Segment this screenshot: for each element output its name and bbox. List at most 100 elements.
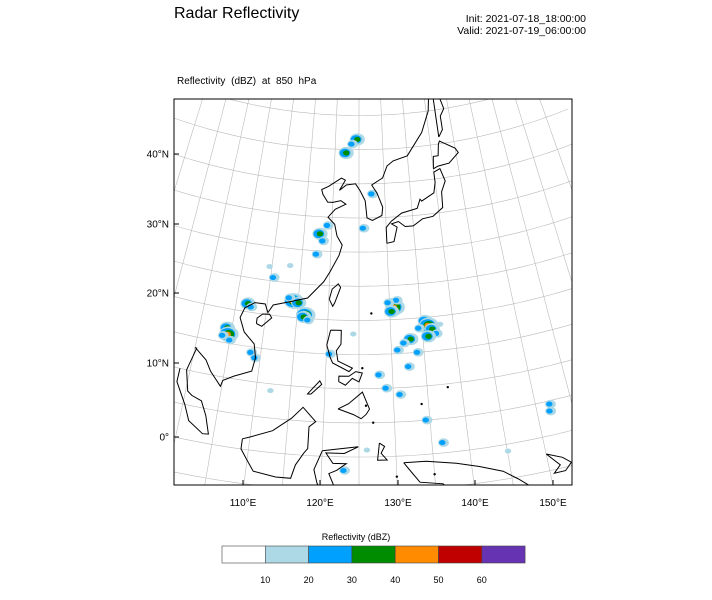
- coastline: [326, 329, 354, 373]
- axis-ticks: 40°N 30°N 20°N 10°N 0° 110°E 120°E 130°E 140°E 15…: [147, 150, 567, 510]
- colorbar-label: 10: [260, 575, 270, 585]
- valid-time: Valid: 2021-07-19_06:00:00: [457, 25, 586, 37]
- longitude-line: [174, 99, 250, 446]
- echo-cell: [375, 372, 382, 378]
- longitude-line: [539, 99, 572, 191]
- coastline: [306, 380, 323, 395]
- echo-cell: [295, 300, 302, 306]
- colorbar-label: 20: [304, 575, 314, 585]
- colorbar-label: 60: [477, 575, 487, 585]
- longitude-line: [174, 99, 203, 193]
- colorbar-label: 30: [347, 575, 357, 585]
- echo-cell: [436, 321, 444, 327]
- echo-cell: [266, 264, 273, 270]
- echo-cell: [319, 238, 326, 244]
- longitude-line: [402, 99, 436, 485]
- longitude-line: [491, 99, 572, 406]
- colorbar-swatch: [481, 545, 526, 564]
- lon-label: 140°E: [461, 498, 489, 509]
- echo-cell: [388, 308, 395, 315]
- lon-label: 150°E: [539, 498, 567, 509]
- map-frame: [173, 98, 573, 486]
- echo-cell: [316, 231, 324, 237]
- colorbar-swatch: [264, 545, 309, 564]
- echo-cell: [405, 364, 412, 370]
- echo-cell: [267, 388, 274, 394]
- echo-cell: [396, 391, 403, 398]
- echo-cell: [350, 331, 357, 337]
- coastline: [545, 453, 572, 474]
- colorbar: 10 20 30 40 50 60: [221, 545, 526, 585]
- init-time: Init: 2021-07-18_18:00:00: [465, 13, 586, 25]
- echo-cell: [504, 448, 512, 454]
- coastline: [403, 460, 531, 485]
- echo-cell: [368, 191, 375, 197]
- lat-label: 40°N: [147, 150, 169, 161]
- coastline: [432, 140, 459, 170]
- echo-cell: [226, 337, 233, 343]
- echo-cell: [340, 467, 347, 474]
- island: [372, 421, 375, 424]
- coastline: [432, 99, 445, 138]
- graticule: [174, 14, 572, 485]
- island: [326, 513, 328, 515]
- latitude-line: [175, 46, 542, 82]
- echo-cell: [359, 225, 366, 231]
- longitude-line: [174, 99, 227, 299]
- echo-cell: [363, 447, 371, 453]
- plot-title: Radar Reflectivity: [174, 5, 300, 22]
- echo-cell: [382, 385, 389, 391]
- echo-cell: [312, 251, 320, 257]
- longitude-line: [243, 99, 294, 485]
- coastline: [328, 283, 342, 308]
- island: [370, 312, 373, 315]
- reflectivity-echoes: [217, 133, 557, 475]
- colorbar-swatch: [221, 545, 266, 564]
- coastline: [338, 371, 363, 386]
- lat-label: 10°N: [147, 359, 169, 370]
- echo-cell: [323, 222, 331, 228]
- echo-cell: [218, 332, 226, 338]
- island: [364, 404, 368, 407]
- colorbar-swatch: [394, 545, 439, 564]
- colorbar-swatch: [438, 545, 483, 564]
- lon-label: 110°E: [230, 498, 257, 509]
- colorbar-title: Reflectivity (dBZ): [321, 532, 391, 542]
- lat-label: 20°N: [147, 289, 169, 300]
- coastline: [255, 313, 273, 327]
- echo-cell: [285, 295, 292, 301]
- echo-cell: [422, 417, 429, 423]
- echo-cell: [269, 274, 277, 281]
- colorbar-label: 40: [390, 575, 400, 585]
- echo-cell: [343, 150, 350, 156]
- coastline: [337, 391, 371, 420]
- longitude-line: [468, 99, 554, 485]
- echo-cell: [439, 440, 446, 446]
- island: [420, 402, 423, 406]
- coastline: [385, 167, 446, 244]
- echo-cell: [413, 349, 421, 355]
- island: [361, 367, 364, 370]
- echo-cell: [247, 349, 254, 355]
- coastline: [313, 446, 359, 485]
- coastline: [377, 442, 389, 461]
- echo-cell: [394, 347, 401, 353]
- longitude-line: [424, 99, 475, 485]
- echo-cell: [546, 401, 553, 407]
- lon-label: 120°E: [306, 498, 334, 509]
- field-subtitle: Reflectivity (dBZ) at 850 hPa: [177, 76, 317, 87]
- echo-cell: [400, 340, 407, 346]
- coastline: [194, 99, 429, 388]
- echo-cell: [384, 300, 391, 306]
- coastline: [176, 347, 209, 435]
- coastline: [240, 406, 317, 479]
- echo-cell: [304, 317, 311, 323]
- echo-cell: [348, 141, 355, 147]
- latitude-line: [188, 14, 530, 47]
- echo-cell: [546, 408, 553, 414]
- lat-label: 0°: [159, 433, 169, 444]
- longitude-line: [446, 99, 514, 485]
- lat-label: 30°N: [147, 220, 169, 231]
- coastlines: [176, 99, 572, 515]
